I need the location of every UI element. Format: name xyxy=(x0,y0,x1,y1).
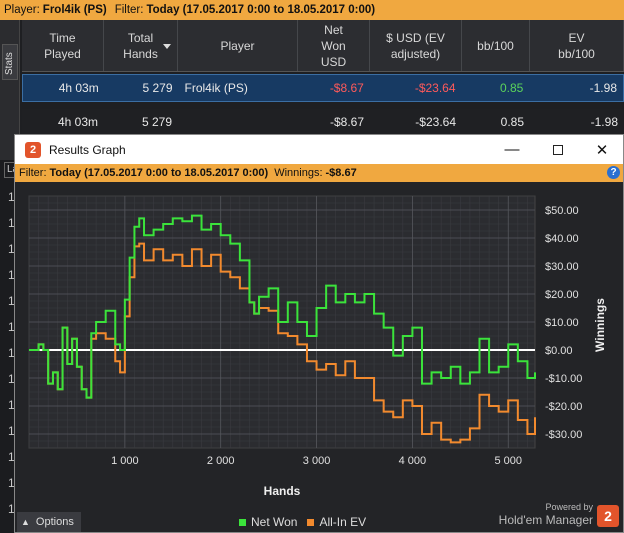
close-icon: ✕ xyxy=(595,141,609,159)
total-hands: 5 279 xyxy=(141,115,172,129)
stats-tab-label: Stats xyxy=(4,52,15,75)
cell-bb100: 0.85 xyxy=(499,81,524,95)
column-header-4[interactable]: Net Won USD xyxy=(298,20,370,71)
y-tick-label: -$20.00 xyxy=(545,401,582,413)
total-time-played: 4h 03m xyxy=(57,115,98,129)
cell-player: Frol4ik (PS) xyxy=(184,81,248,95)
caret-up-icon: ▲ xyxy=(21,517,30,527)
legend-item-allin-ev[interactable]: All-In EV xyxy=(307,515,366,529)
help-icon[interactable]: ? xyxy=(607,166,620,179)
background-list-item: 1 xyxy=(8,450,15,464)
x-axis-label: Hands xyxy=(264,484,301,498)
x-tick-label: 3 000 xyxy=(303,455,331,467)
hm2-app-icon: 2 xyxy=(25,141,41,158)
powered-by-text: Powered by xyxy=(545,502,593,512)
window-title: Results Graph xyxy=(49,142,126,157)
column-header-7[interactable]: EV bb/100 xyxy=(530,20,624,71)
total-ev-bb100: -1.98 xyxy=(590,115,618,129)
y-tick-label: -$10.00 xyxy=(545,373,582,385)
y-tick-label: $20.00 xyxy=(545,289,579,301)
legend-swatch-allin-ev xyxy=(307,518,315,526)
x-tick-label: 5 000 xyxy=(494,455,522,467)
total-bb100: 0.85 xyxy=(500,115,524,129)
background-list-item: 1 xyxy=(8,294,15,308)
filter-value[interactable]: Today (17.05.2017 0:00 to 18.05.2017 0:0… xyxy=(146,4,376,16)
series-line-net-won xyxy=(29,214,536,399)
y-tick-label: $0.00 xyxy=(545,345,573,357)
column-header-2[interactable]: Total Hands xyxy=(104,20,178,71)
powered-by-brand: Hold'em Manager xyxy=(498,513,593,527)
background-list-item: 1 xyxy=(8,268,15,282)
background-list-item: 1 xyxy=(8,424,15,438)
table-total-row: 4h 03m 5 279 -$8.67 -$23.64 0.85 -1.98 xyxy=(22,109,624,135)
x-tick-label: 1 000 xyxy=(111,455,139,467)
y-tick-label: -$30.00 xyxy=(545,429,582,441)
maximize-button[interactable] xyxy=(535,135,581,164)
options-label: Options xyxy=(35,516,74,528)
hm2-logo-icon: 2 xyxy=(597,505,619,527)
stats-table: Time Played Total Hands Player Net Won USD $… xyxy=(22,20,624,135)
cell-time-played: 4h 03m xyxy=(58,81,99,95)
column-header-5[interactable]: $ USD (EV adjusted) xyxy=(370,20,462,71)
background-list-item: 1 xyxy=(8,476,15,490)
results-graph-window: 2 Results Graph — ✕ Filter: Today (17.05… xyxy=(14,134,624,533)
close-button[interactable]: ✕ xyxy=(579,135,624,164)
background-list-item: 1 xyxy=(8,242,15,256)
cell-net-won: -$8.67 xyxy=(329,81,364,95)
player-label: Player: xyxy=(4,4,40,16)
graph-area: $50.00 $40.00 $30.00 $20.00 $10.00 $0.00 -$10.… xyxy=(15,182,623,532)
y-tick-label: $10.00 xyxy=(545,317,579,329)
column-header-6[interactable]: bb/100 xyxy=(462,20,530,71)
background-list-item: 1 xyxy=(8,372,15,386)
legend-label-net-won: Net Won xyxy=(251,515,298,529)
legend-item-net-won[interactable]: Net Won xyxy=(239,515,297,529)
maximize-icon xyxy=(553,144,563,155)
column-header-3[interactable]: Player xyxy=(178,20,298,71)
cell-ev-adjusted: -$23.64 xyxy=(414,81,456,95)
background-list-item: 1 xyxy=(8,216,15,230)
powered-by: Powered by Hold'em Manager 2 xyxy=(499,502,619,527)
window-title-bar[interactable]: 2 Results Graph — ✕ xyxy=(15,135,623,164)
minimize-icon: — xyxy=(504,141,520,158)
cell-total-hands: 5 279 xyxy=(142,81,173,95)
total-net-won: -$8.67 xyxy=(329,115,364,129)
background-list: La 1 1 1 1 1 1 1 1 1 1 1 1 1 xyxy=(0,160,18,533)
minimize-button[interactable]: — xyxy=(489,135,535,164)
table-row-selected[interactable]: 4h 03m 5 279 Frol4ik (PS) -$8.67 -$23.64… xyxy=(22,74,624,102)
player-value[interactable]: Frol4ik (PS) xyxy=(42,4,107,16)
background-list-item: 1 xyxy=(8,502,15,516)
top-filter-bar[interactable]: Player: Frol4ik (PS) Filter: Today (17.0… xyxy=(0,0,624,20)
background-list-item: 1 xyxy=(8,398,15,412)
cell-ev-bb100: -1.98 xyxy=(589,81,617,95)
filter-label: Filter: xyxy=(114,4,144,16)
background-list-item: 1 xyxy=(8,346,15,360)
y-tick-label: $40.00 xyxy=(545,233,579,245)
legend-label-allin-ev: All-In EV xyxy=(319,515,367,529)
graph-filter-label: Filter: xyxy=(19,167,47,179)
y-axis-label: Winnings xyxy=(593,298,607,352)
legend-swatch-net-won xyxy=(239,518,246,526)
background-list-item: 1 xyxy=(8,190,15,204)
column-header-1[interactable]: Time Played xyxy=(22,20,104,71)
chart-legend: Net Won All-In EV xyxy=(239,515,376,529)
x-tick-label: 2 000 xyxy=(207,455,235,467)
background-list-item: 1 xyxy=(8,320,15,334)
graph-filter-bar[interactable]: Filter: Today (17.05.2017 0:00 to 18.05.… xyxy=(15,164,623,182)
x-tick-label: 4 000 xyxy=(399,455,427,467)
stats-tab[interactable]: Stats xyxy=(2,44,18,80)
y-tick-label: $50.00 xyxy=(545,205,579,217)
y-tick-label: $30.00 xyxy=(545,261,579,273)
winnings-value: -$8.67 xyxy=(325,167,357,179)
table-header: Time Played Total Hands Player Net Won USD $… xyxy=(22,20,624,72)
graph-filter-value: Today (17.05.2017 0:00 to 18.05.2017 0:0… xyxy=(49,167,269,179)
options-button[interactable]: ▲ Options xyxy=(17,512,81,532)
results-chart: $50.00 $40.00 $30.00 $20.00 $10.00 $0.00 -$10.… xyxy=(28,195,607,498)
winnings-label: Winnings: xyxy=(274,167,323,179)
total-ev-adjusted: -$23.64 xyxy=(415,115,456,129)
